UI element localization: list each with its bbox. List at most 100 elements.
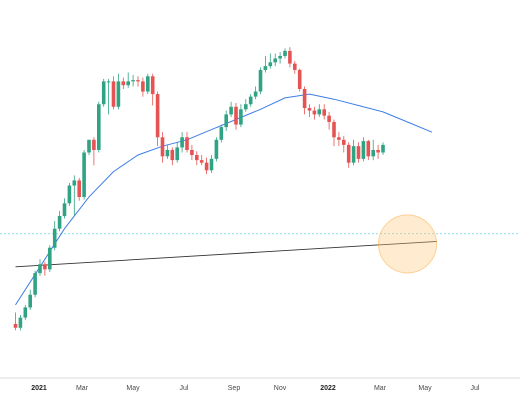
highlight-circle bbox=[378, 214, 437, 274]
candle-body bbox=[146, 76, 150, 92]
candle bbox=[28, 289, 32, 310]
x-tick-label: 2022 bbox=[320, 385, 336, 392]
x-tick-label: Nov bbox=[274, 385, 287, 392]
candle-body bbox=[190, 149, 194, 156]
candle-body bbox=[13, 323, 18, 328]
candle bbox=[244, 99, 248, 112]
candle bbox=[160, 132, 165, 163]
candle bbox=[57, 210, 62, 232]
candle-body bbox=[283, 50, 287, 56]
trend-line bbox=[15, 240, 437, 268]
candle bbox=[126, 72, 130, 88]
candle-body bbox=[62, 203, 67, 216]
candle bbox=[366, 139, 371, 161]
candle-body bbox=[346, 144, 351, 163]
candle bbox=[190, 144, 194, 161]
candle bbox=[297, 68, 302, 92]
candle-body bbox=[131, 80, 135, 82]
candle bbox=[312, 106, 317, 120]
candle-body bbox=[170, 149, 175, 161]
candle bbox=[48, 245, 52, 272]
candle bbox=[351, 139, 356, 166]
candle bbox=[293, 61, 297, 74]
candle-body bbox=[72, 180, 77, 186]
candle bbox=[101, 78, 106, 107]
candle-body bbox=[327, 115, 331, 123]
candle-body bbox=[307, 108, 312, 111]
candle-body bbox=[297, 69, 302, 89]
candle-body bbox=[106, 81, 111, 83]
candle-body bbox=[224, 114, 228, 128]
candle-body bbox=[376, 149, 380, 153]
candle-body bbox=[219, 127, 224, 140]
candle-body bbox=[371, 149, 375, 157]
candle bbox=[13, 312, 18, 331]
candle bbox=[131, 75, 135, 87]
candle bbox=[146, 73, 150, 95]
candle bbox=[278, 52, 282, 64]
candle-body bbox=[342, 139, 346, 145]
candle-body bbox=[67, 185, 72, 204]
candle-body bbox=[48, 247, 52, 270]
candle-body bbox=[293, 63, 297, 70]
candle-body bbox=[87, 139, 91, 153]
candle bbox=[204, 157, 209, 175]
candle-body bbox=[126, 81, 130, 86]
candle bbox=[332, 119, 336, 147]
candle bbox=[322, 104, 326, 120]
candle bbox=[248, 94, 253, 107]
candle bbox=[82, 149, 86, 200]
candle-body bbox=[121, 81, 126, 86]
candle-body bbox=[92, 139, 96, 150]
candle bbox=[327, 111, 331, 130]
candle bbox=[150, 73, 155, 106]
candle bbox=[72, 175, 77, 216]
candle-body bbox=[195, 155, 199, 161]
candle-body bbox=[77, 180, 81, 197]
candle-body bbox=[317, 109, 322, 115]
candle-body bbox=[23, 307, 28, 318]
candle-body bbox=[302, 89, 307, 109]
x-tick-label: 2021 bbox=[31, 385, 47, 392]
candle bbox=[155, 91, 160, 147]
candle-body bbox=[337, 137, 341, 140]
candle-body bbox=[381, 144, 385, 153]
candle-body bbox=[248, 96, 253, 105]
candle bbox=[170, 147, 175, 166]
candle-body bbox=[141, 81, 145, 92]
candle bbox=[33, 270, 37, 298]
candlestick-series bbox=[13, 47, 385, 331]
candle-body bbox=[43, 264, 47, 270]
candle bbox=[268, 53, 273, 69]
candle bbox=[337, 132, 341, 147]
moving-average-line bbox=[15, 93, 433, 306]
moving-average-series bbox=[15, 93, 433, 306]
candle bbox=[209, 155, 214, 173]
candle-body bbox=[204, 162, 209, 171]
candle-body bbox=[268, 62, 273, 67]
candle bbox=[263, 55, 268, 73]
candle-body bbox=[244, 104, 248, 110]
candle bbox=[136, 76, 140, 87]
candle-body bbox=[312, 110, 317, 115]
x-tick-label: Jul bbox=[471, 385, 480, 392]
candle-body bbox=[185, 137, 189, 150]
candle bbox=[302, 86, 307, 115]
candle bbox=[52, 221, 57, 251]
candle bbox=[317, 104, 322, 117]
candle-body bbox=[356, 146, 361, 159]
candle-body bbox=[199, 160, 204, 163]
candle bbox=[67, 182, 72, 206]
candle bbox=[258, 67, 263, 95]
candle-body bbox=[28, 294, 32, 308]
candle bbox=[87, 139, 91, 156]
candle-body bbox=[366, 141, 371, 157]
candle bbox=[214, 137, 219, 162]
candle bbox=[106, 78, 111, 115]
trend-line-series bbox=[15, 240, 437, 268]
candle bbox=[346, 142, 351, 168]
candle bbox=[23, 304, 28, 321]
candle bbox=[219, 124, 224, 143]
